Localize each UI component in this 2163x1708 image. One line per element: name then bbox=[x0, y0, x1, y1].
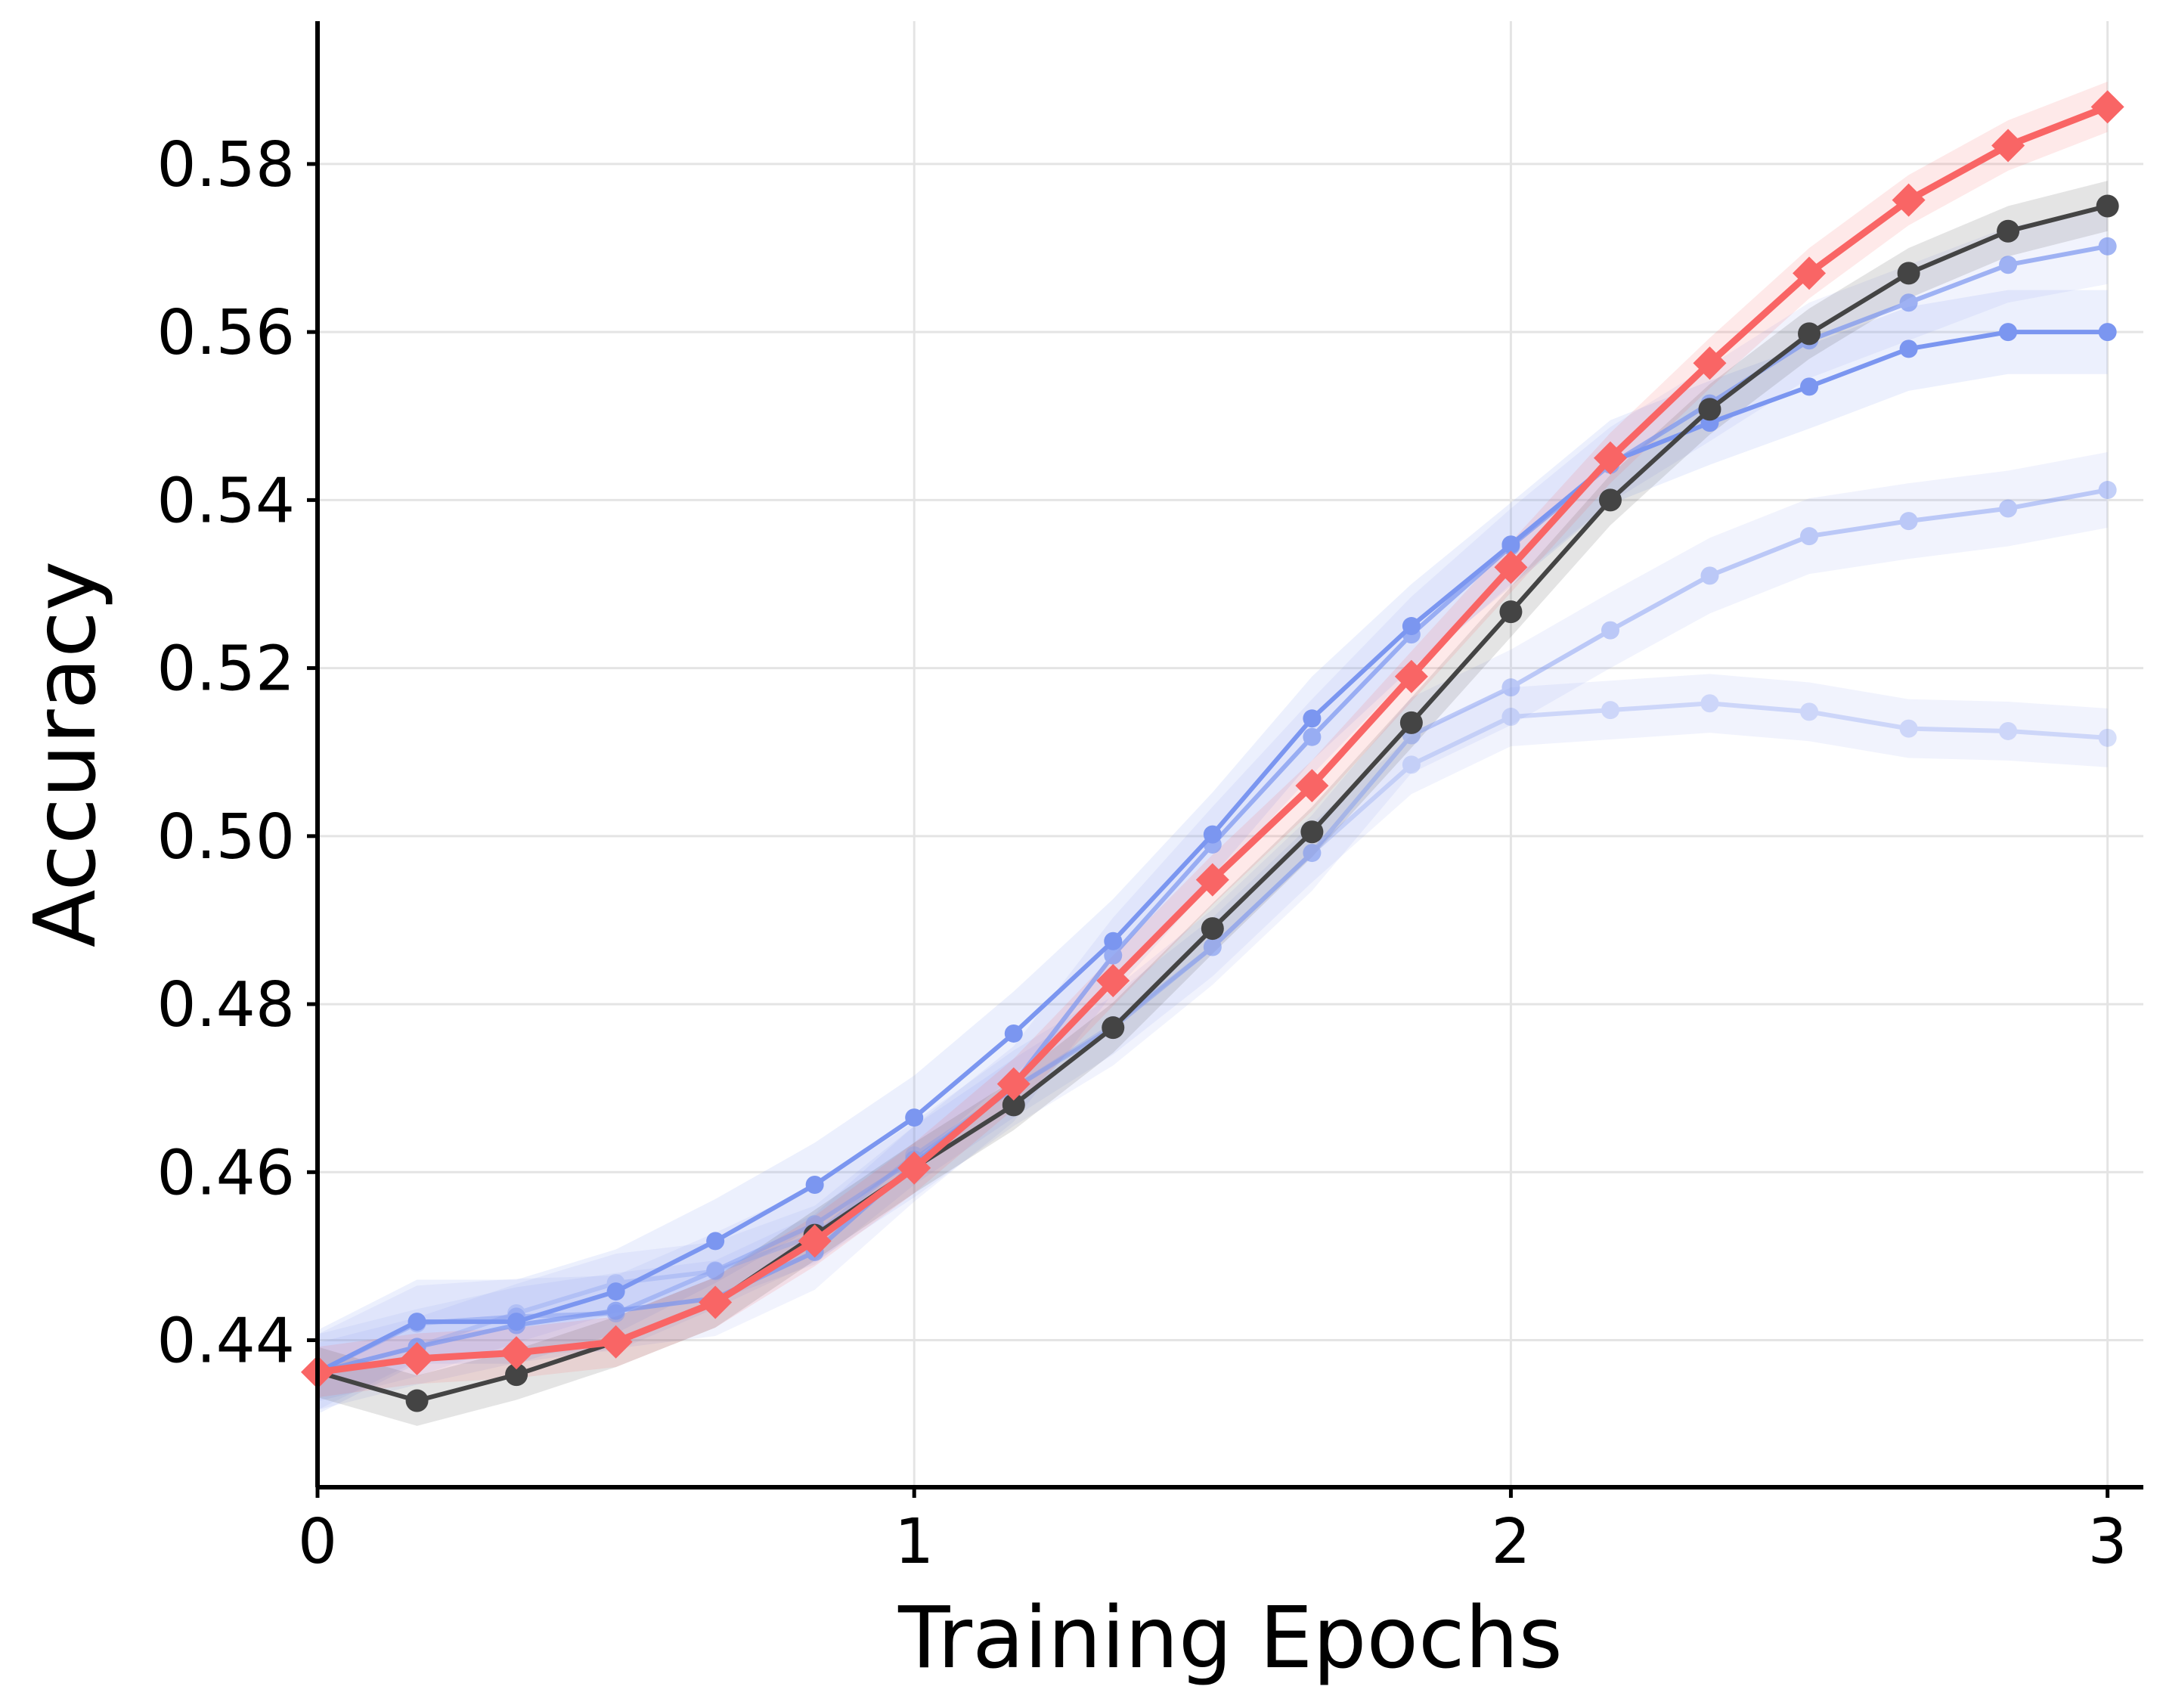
point-red bbox=[1195, 863, 1229, 897]
point-red bbox=[897, 1151, 931, 1185]
point-blue-faint bbox=[1700, 694, 1719, 713]
point-blue-solid bbox=[1402, 617, 1421, 636]
point-red bbox=[599, 1325, 633, 1359]
point-red bbox=[1991, 129, 2025, 163]
point-blue-light bbox=[1899, 512, 1918, 531]
point-blue-light bbox=[1700, 566, 1719, 585]
series-lines bbox=[301, 90, 2124, 1412]
point-red bbox=[1693, 346, 1727, 380]
y-tick-label: 0.44 bbox=[156, 1306, 295, 1378]
point-blue-faint bbox=[1999, 721, 2018, 740]
point-red bbox=[1394, 659, 1428, 693]
point-blue-light bbox=[1501, 678, 1520, 697]
point-blue-light bbox=[1601, 621, 1619, 640]
point-blue-medium bbox=[1303, 727, 1322, 746]
y-tick-label: 0.54 bbox=[156, 465, 295, 537]
y-tick-label: 0.46 bbox=[156, 1137, 295, 1209]
point-red bbox=[1892, 183, 1926, 217]
point-blue-solid bbox=[805, 1175, 824, 1194]
y-axis-title: Accuracy bbox=[17, 561, 115, 947]
point-blue-solid bbox=[1899, 339, 1918, 358]
point-blue-faint bbox=[1303, 844, 1322, 863]
point-blue-solid bbox=[905, 1108, 924, 1127]
point-blue-solid bbox=[1203, 825, 1222, 844]
point-red bbox=[1096, 963, 1130, 997]
point-blue-medium bbox=[606, 1301, 625, 1320]
point-blue-solid bbox=[2098, 323, 2117, 342]
point-blue-faint bbox=[1203, 938, 1222, 956]
point-blue-faint bbox=[2098, 728, 2117, 747]
point-red bbox=[400, 1341, 434, 1375]
point-red bbox=[996, 1067, 1030, 1101]
point-blue-faint bbox=[706, 1262, 725, 1281]
point-red bbox=[1494, 550, 1528, 584]
point-blue-solid bbox=[1004, 1024, 1023, 1043]
point-black bbox=[1499, 600, 1523, 624]
x-tick-label: 3 bbox=[2088, 1506, 2127, 1578]
point-red bbox=[1295, 769, 1329, 803]
point-blue-medium bbox=[1999, 256, 2018, 274]
point-blue-faint bbox=[1800, 702, 1819, 721]
point-blue-light bbox=[1303, 844, 1322, 863]
y-tick-label: 0.50 bbox=[156, 801, 295, 873]
point-blue-medium bbox=[1104, 946, 1123, 965]
point-blue-light bbox=[2098, 481, 2117, 500]
point-blue-solid bbox=[1104, 931, 1123, 950]
point-blue-solid bbox=[606, 1282, 625, 1301]
point-black bbox=[405, 1389, 429, 1412]
point-blue-solid bbox=[407, 1313, 426, 1331]
point-blue-light bbox=[706, 1261, 725, 1280]
point-black bbox=[1300, 820, 1324, 844]
point-blue-light bbox=[1999, 499, 2018, 518]
point-red bbox=[2090, 90, 2124, 124]
point-blue-solid bbox=[1999, 323, 2018, 342]
point-black bbox=[1102, 1016, 1125, 1040]
y-tick-label: 0.52 bbox=[156, 634, 295, 705]
point-red bbox=[699, 1285, 733, 1319]
point-blue-solid bbox=[507, 1313, 526, 1331]
point-red bbox=[1793, 256, 1827, 290]
point-black bbox=[1399, 711, 1423, 734]
axes bbox=[307, 21, 2143, 1498]
point-black bbox=[1002, 1093, 1025, 1117]
point-blue-light bbox=[1203, 938, 1222, 956]
y-tick-label: 0.48 bbox=[156, 969, 295, 1041]
point-blue-solid bbox=[706, 1232, 725, 1251]
tick-labels: 0 1 2 3 0.44 0.46 0.48 0.50 0.52 0.54 0.56 0.58 bbox=[156, 129, 2127, 1578]
point-black bbox=[1897, 262, 1920, 285]
y-tick-label: 0.56 bbox=[156, 297, 295, 369]
x-tick-label: 0 bbox=[298, 1506, 337, 1578]
point-black bbox=[2096, 194, 2119, 218]
point-blue-faint bbox=[1402, 755, 1421, 774]
point-black bbox=[1798, 322, 1821, 346]
point-blue-faint bbox=[1601, 701, 1619, 720]
band-blue-medium bbox=[318, 208, 2108, 1410]
point-black bbox=[505, 1363, 528, 1387]
point-blue-solid bbox=[1303, 709, 1322, 728]
x-tick-label: 1 bbox=[894, 1506, 934, 1578]
grid-lines bbox=[316, 21, 2143, 1487]
point-black bbox=[1201, 917, 1224, 941]
point-red bbox=[500, 1336, 534, 1370]
point-blue-medium bbox=[1899, 293, 1918, 312]
point-black bbox=[1997, 219, 2020, 243]
point-blue-faint bbox=[1899, 719, 1918, 738]
x-axis-title: Training Epochs bbox=[897, 1589, 1563, 1688]
point-blue-medium bbox=[2098, 237, 2117, 256]
point-blue-solid bbox=[1501, 535, 1520, 554]
series-red bbox=[301, 90, 2124, 1389]
y-tick-label: 0.58 bbox=[156, 129, 295, 201]
point-blue-faint bbox=[1501, 708, 1520, 727]
x-tick-label: 2 bbox=[1491, 1506, 1530, 1578]
point-black bbox=[1698, 398, 1721, 421]
point-red bbox=[798, 1224, 832, 1258]
point-blue-light bbox=[1800, 527, 1819, 546]
point-red bbox=[1593, 441, 1627, 475]
point-blue-solid bbox=[1800, 377, 1819, 396]
point-black bbox=[1598, 488, 1622, 512]
